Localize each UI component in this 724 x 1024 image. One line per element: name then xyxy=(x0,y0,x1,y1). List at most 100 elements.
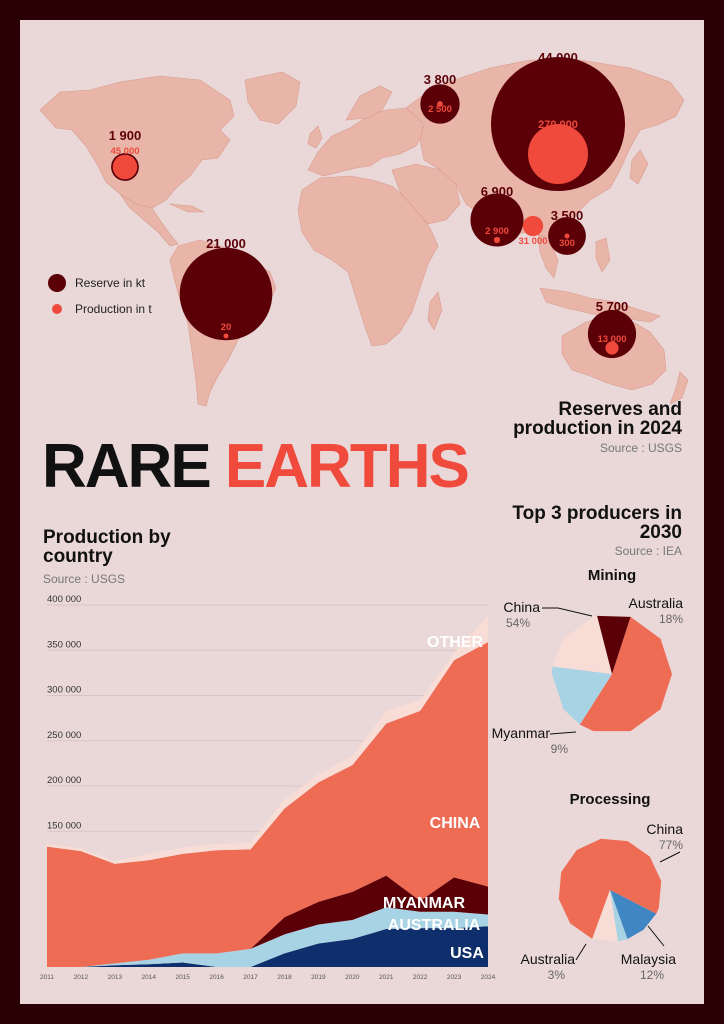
x-tick-label: 2019 xyxy=(311,974,326,981)
greenland-shape xyxy=(244,71,301,125)
title-part-rare: RARE xyxy=(42,432,212,501)
map-title-line1: Reserves and xyxy=(558,399,682,420)
map-legend: Reserve in kt Production in t xyxy=(48,274,152,318)
x-tick-label: 2015 xyxy=(175,974,190,981)
middle-east-shape xyxy=(391,163,461,225)
area-myanmar xyxy=(47,875,488,967)
map-bubbles: 1 900 45 000 21 000 20 3 800 2 500 44 000 270 0… xyxy=(109,50,637,359)
page-title: RARE EARTHS xyxy=(42,436,470,498)
reserve-label-russia: 3 800 xyxy=(424,72,457,87)
new-zealand-shape xyxy=(669,371,689,405)
pie-pct-myanmar: 9% xyxy=(551,742,569,756)
area-chart-title: Production by country xyxy=(43,527,171,567)
reserve-label-australia: 5 700 xyxy=(596,299,629,314)
area-labels: USA AUSTRALIA MYANMAR CHINA OTHER xyxy=(383,634,484,962)
production-label-vietnam: 300 xyxy=(559,238,575,249)
series-label-china: CHINA xyxy=(430,815,481,832)
reserve-label-india: 6 900 xyxy=(481,184,514,199)
x-tick-label: 2023 xyxy=(447,974,462,981)
pie-label-australia: Australia xyxy=(629,595,684,611)
indonesia-shape xyxy=(539,287,661,323)
reserve-bubble-brazil xyxy=(179,247,273,341)
production-bubble-brazil xyxy=(223,333,229,339)
pie-leader-line xyxy=(542,607,593,617)
production-label-brazil: 20 xyxy=(221,322,232,333)
pie-leader-line xyxy=(575,943,587,961)
area-usa xyxy=(47,926,488,967)
x-tick-label: 2020 xyxy=(345,974,360,981)
production-bubble-vietnam xyxy=(564,233,570,239)
reserve-bubble-india xyxy=(470,193,524,247)
philippines-shape xyxy=(595,237,611,273)
pie-leader-line xyxy=(647,925,665,947)
production-label-usa: 45 000 xyxy=(110,146,139,157)
pie-slice-china xyxy=(579,616,672,732)
pie-pct-australia: 18% xyxy=(659,612,683,626)
pie-slice-australia xyxy=(552,666,612,725)
series-label-australia: AUSTRALIA xyxy=(388,917,481,934)
pie-slice-malaysia xyxy=(610,890,657,939)
production-label-russia: 2 500 xyxy=(428,104,452,115)
area-australia xyxy=(47,907,488,967)
pie-label-china: China xyxy=(503,599,540,615)
area-layers xyxy=(47,615,488,967)
reserve-label-usa: 1 900 xyxy=(109,128,142,143)
central-america-shape xyxy=(119,193,179,247)
series-label-other: OTHER xyxy=(427,634,483,651)
y-tick-label: 150 000 xyxy=(47,820,81,831)
x-tick-label: 2018 xyxy=(277,974,292,981)
pie-slice-other xyxy=(592,890,618,942)
x-tick-label: 2016 xyxy=(209,974,224,981)
map-source: Source : USGS xyxy=(599,441,682,455)
production-label-myanmar: 31 000 xyxy=(518,236,547,247)
area-china xyxy=(47,642,488,967)
production-bubble-russia xyxy=(437,101,443,107)
pie-pct-australia: 3% xyxy=(548,968,566,982)
area-chart-source: Source : USGS xyxy=(43,572,126,586)
pie-label-myanmar: Myanmar xyxy=(492,725,551,741)
map-title-block: Reserves and production in 2024 Source :… xyxy=(513,400,682,455)
japan-shape xyxy=(629,149,649,185)
north-america-shape xyxy=(39,75,235,209)
legend-reserve-label: Reserve in kt xyxy=(75,276,146,290)
pie-label-china: China xyxy=(646,821,683,837)
series-label-myanmar: MYANMAR xyxy=(383,895,466,912)
uk-shape xyxy=(307,125,323,149)
legend-reserve: Reserve in kt xyxy=(48,274,152,292)
x-tick-label: 2017 xyxy=(243,974,258,981)
caribbean-shape xyxy=(169,203,205,213)
pie-slice-australia xyxy=(610,890,628,942)
pie-group-source: Source : IEA xyxy=(614,544,682,558)
production-label-india: 2 900 xyxy=(485,226,509,237)
x-tick-label: 2011 xyxy=(40,974,54,981)
x-tick-label: 2012 xyxy=(74,974,89,981)
pie-slice-myanmar xyxy=(597,615,631,674)
x-tick-label: 2024 xyxy=(481,974,496,981)
reserve-label-china: 44 000 xyxy=(538,50,578,65)
area-chart: USA AUSTRALIA MYANMAR CHINA OTHER 150 000 200… xyxy=(40,594,496,981)
x-tick-label: 2022 xyxy=(413,974,428,981)
x-tick-label: 2013 xyxy=(108,974,123,981)
series-label-usa: USA xyxy=(450,945,484,962)
reserve-bubble-australia xyxy=(587,309,637,359)
production-bubble-china xyxy=(528,124,588,184)
y-tick-label: 250 000 xyxy=(47,730,81,741)
reserve-label-vietnam: 3 500 xyxy=(551,208,584,223)
reserve-label-brazil: 21 000 xyxy=(206,236,246,251)
infographic: 1 900 45 000 21 000 20 3 800 2 500 44 000 270 0… xyxy=(20,20,704,1004)
production-bubble-usa xyxy=(112,154,138,180)
pie-leader-line xyxy=(659,851,681,863)
pie-title: Mining xyxy=(588,567,636,584)
world-map: 1 900 45 000 21 000 20 3 800 2 500 44 000 270 0… xyxy=(39,50,689,407)
x-tick-label: 2014 xyxy=(142,974,157,981)
production-bubble-australia xyxy=(605,341,619,355)
production-bubble-india xyxy=(493,236,501,244)
y-tick-label: 350 000 xyxy=(47,639,81,650)
production-swatch xyxy=(52,304,62,314)
production-label-china: 270 000 xyxy=(538,119,578,131)
pie-label-malaysia: Malaysia xyxy=(621,951,676,967)
scandinavia-shape xyxy=(345,85,393,121)
y-tick-label: 200 000 xyxy=(47,775,81,786)
africa-shape xyxy=(297,175,439,347)
